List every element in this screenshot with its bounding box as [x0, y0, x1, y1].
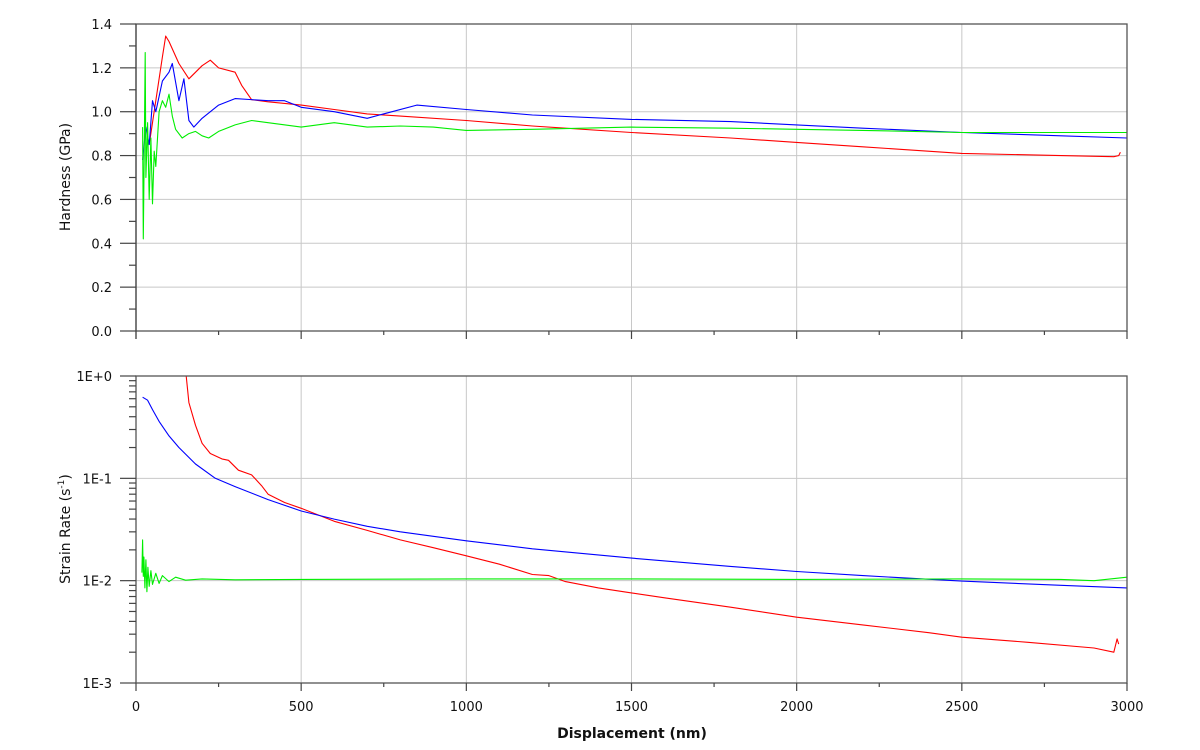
hardness-y-axis-title: Hardness (GPa)	[58, 123, 74, 231]
x-tick-label: 500	[289, 700, 314, 715]
hardness-plot: 0.0 0.2 0.4 0.6 0.8 1.0 1.2 1.4 Hardness (GPa)	[58, 18, 1128, 340]
x-tick-label: 1500	[615, 700, 648, 715]
hardness-y-tick-label: 0.4	[91, 237, 112, 252]
hardness-line-blue	[142, 62, 1128, 161]
hardness-y-tick-label: 0.6	[91, 193, 112, 208]
hardness-y-tick-label: 1.0	[91, 106, 112, 121]
hardness-y-tick-label: 0.0	[91, 325, 112, 340]
strain-rate-line-green	[141, 539, 1127, 593]
x-axis-title: Displacement (nm)	[557, 726, 707, 742]
strain-rate-y-tick-label: 1E-2	[83, 575, 112, 590]
x-tick-label: 0	[132, 700, 140, 715]
hardness-y-tick-label: 0.2	[91, 281, 112, 296]
hardness-line-green	[142, 51, 1127, 240]
hardness-grid	[136, 24, 1127, 331]
strain-rate-plot: 1E-3 1E-2 1E-1 1E+0 0 500 1000 1500 2000 2500 3000…	[57, 370, 1144, 715]
hardness-y-tick-label: 1.4	[91, 18, 112, 33]
x-tick-label: 1000	[450, 700, 483, 715]
x-tick-label: 2500	[945, 700, 978, 715]
strain-rate-series	[141, 376, 1127, 653]
strain-rate-axes: 1E-3 1E-2 1E-1 1E+0 0 500 1000 1500 2000 2500 3000	[76, 370, 1143, 715]
strain-rate-y-axis-title: Strain Rate (s-1)	[57, 474, 74, 584]
hardness-series	[142, 35, 1128, 240]
strain-rate-y-tick-label: 1E-3	[83, 677, 112, 692]
hardness-axes: 0.0 0.2 0.4 0.6 0.8 1.0 1.2 1.4	[91, 18, 1128, 340]
strain-rate-y-tick-label: 1E-1	[83, 472, 112, 487]
hardness-y-tick-label: 0.8	[91, 150, 112, 165]
hardness-line-red	[148, 35, 1121, 158]
strain-rate-line-blue	[142, 396, 1127, 589]
x-tick-label: 2000	[780, 700, 813, 715]
strain-rate-y-tick-label: 1E+0	[76, 370, 112, 385]
strain-rate-line-red	[185, 376, 1120, 653]
hardness-y-tick-label: 1.2	[91, 62, 112, 77]
x-tick-label: 3000	[1110, 700, 1143, 715]
strain-rate-grid	[136, 376, 1127, 683]
